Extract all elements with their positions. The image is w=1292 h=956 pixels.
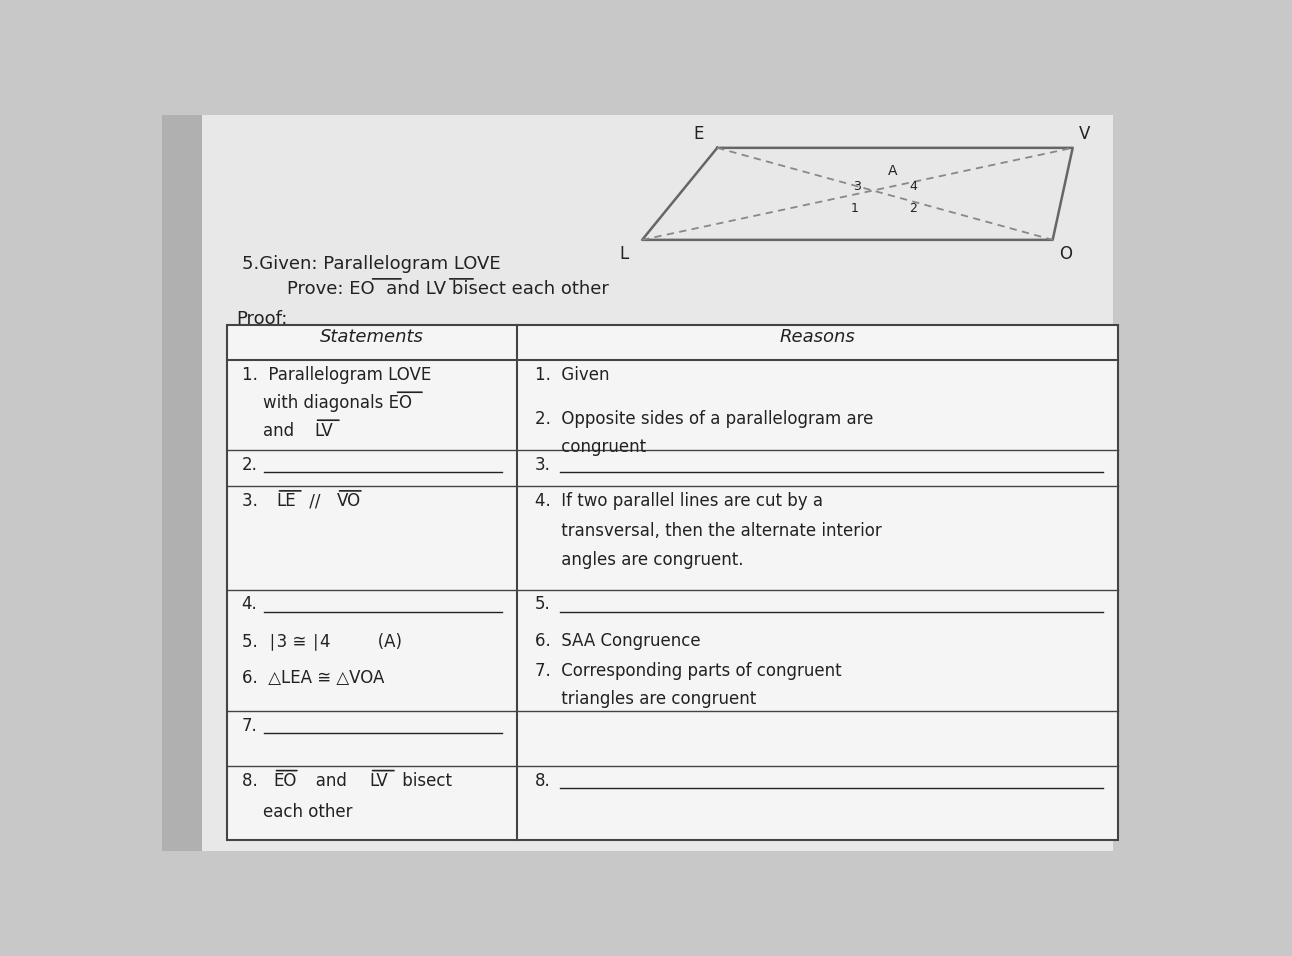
Text: each other: each other <box>242 803 353 821</box>
Text: LV: LV <box>370 772 389 790</box>
Text: 1.  Given: 1. Given <box>535 366 610 383</box>
Text: 7.: 7. <box>242 717 257 735</box>
Text: 2.  Opposite sides of a parallelogram are: 2. Opposite sides of a parallelogram are <box>535 410 873 428</box>
Text: Reasons: Reasons <box>779 328 855 346</box>
Text: 5.Given: Parallelogram LOVE: 5.Given: Parallelogram LOVE <box>242 254 500 272</box>
Text: L: L <box>620 245 629 263</box>
Text: 8.: 8. <box>242 772 267 790</box>
Text: 3: 3 <box>853 180 860 193</box>
Text: 3.: 3. <box>242 492 267 511</box>
Text: transversal, then the alternate interior: transversal, then the alternate interior <box>535 522 881 540</box>
Text: 4: 4 <box>910 180 917 193</box>
Text: Statements: Statements <box>320 328 424 346</box>
Text: with diagonals EO: with diagonals EO <box>242 394 412 412</box>
Text: 7.  Corresponding parts of congruent: 7. Corresponding parts of congruent <box>535 662 841 680</box>
Text: 6.  SAA Congruence: 6. SAA Congruence <box>535 632 700 650</box>
Text: 8.: 8. <box>535 772 550 790</box>
Text: EO: EO <box>274 772 297 790</box>
Text: 3.: 3. <box>535 456 550 473</box>
Text: 2.: 2. <box>242 456 257 473</box>
Text: and: and <box>300 772 357 790</box>
Text: LV: LV <box>315 422 333 440</box>
Text: Prove: EO  and LV bisect each other: Prove: EO and LV bisect each other <box>287 280 609 298</box>
Text: 1.  Parallelogram LOVE: 1. Parallelogram LOVE <box>242 366 430 383</box>
Text: 2: 2 <box>910 202 917 215</box>
Text: //: // <box>304 492 326 511</box>
Text: V: V <box>1079 125 1090 143</box>
Text: LE: LE <box>276 492 296 511</box>
Text: and: and <box>242 422 298 440</box>
Text: triangles are congruent: triangles are congruent <box>535 689 756 707</box>
Text: 6.  △LEA ≅ △VOA: 6. △LEA ≅ △VOA <box>242 669 384 687</box>
Text: congruent: congruent <box>535 438 646 456</box>
Text: E: E <box>694 125 704 143</box>
Text: A: A <box>888 163 898 178</box>
Bar <box>226 324 1118 839</box>
Text: Proof:: Proof: <box>236 310 288 328</box>
Text: angles are congruent.: angles are congruent. <box>535 552 743 569</box>
Text: 1: 1 <box>851 202 859 215</box>
Text: 4.: 4. <box>242 596 257 614</box>
Bar <box>162 115 202 851</box>
Text: 5.  ∣3 ≅ ∣4         (A): 5. ∣3 ≅ ∣4 (A) <box>242 632 402 650</box>
Text: O: O <box>1059 245 1072 263</box>
Text: VO: VO <box>337 492 360 511</box>
Text: 5.: 5. <box>535 596 550 614</box>
Bar <box>226 324 1118 839</box>
Text: 4.  If two parallel lines are cut by a: 4. If two parallel lines are cut by a <box>535 492 823 511</box>
Text: bisect: bisect <box>397 772 452 790</box>
